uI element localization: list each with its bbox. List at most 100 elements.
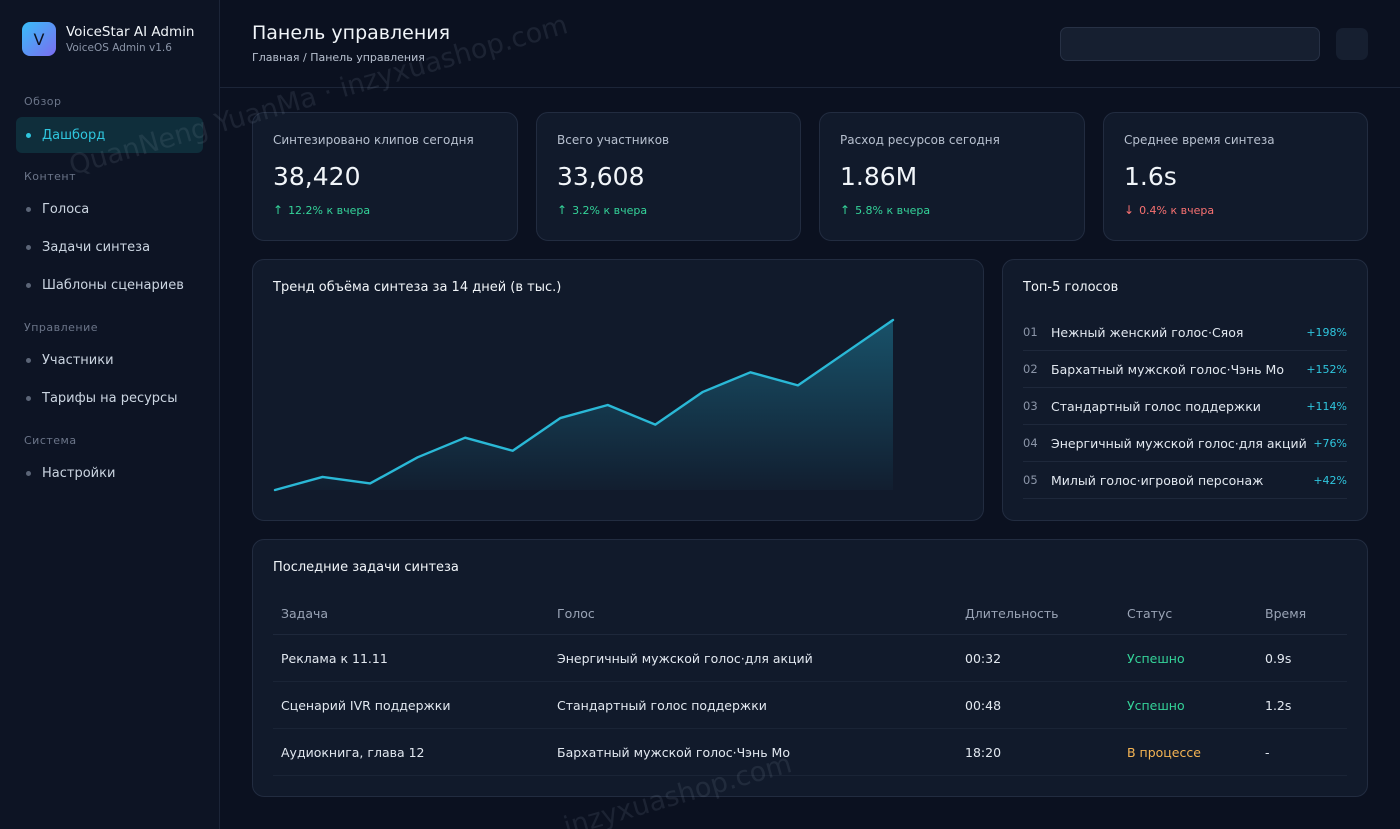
trend-area bbox=[275, 320, 893, 490]
recent-tasks-title: Последние задачи синтеза bbox=[273, 560, 459, 575]
status-badge: Успешно bbox=[1127, 697, 1185, 713]
stat-value: 1.6s bbox=[1124, 162, 1177, 191]
rank: 03 bbox=[1023, 399, 1038, 413]
trend-point-3 bbox=[367, 480, 373, 486]
task-voice: Энергичный мужской голос·для акций bbox=[557, 650, 813, 666]
arrow-up-icon: ↑ bbox=[273, 203, 284, 217]
top-voices-title: Топ-5 голосов bbox=[1023, 280, 1119, 295]
task-duration: 00:48 bbox=[965, 697, 1002, 713]
breadcrumb[interactable]: Главная / Панель управления bbox=[252, 51, 425, 64]
task-time: 1.2s bbox=[1265, 697, 1292, 713]
sidebar-item-synthesis-tasks[interactable]: Задачи синтеза bbox=[16, 229, 203, 265]
trend-point-6 bbox=[510, 448, 516, 454]
trend-point-13 bbox=[842, 350, 848, 356]
growth: +198% bbox=[1306, 325, 1347, 339]
sidebar-item-label: Голоса bbox=[42, 201, 90, 217]
trend-point-11 bbox=[747, 369, 753, 375]
task-time: 0.9s bbox=[1265, 650, 1292, 666]
bullet-icon bbox=[26, 357, 31, 363]
sidebar-item-script-templates[interactable]: Шаблоны сценариев bbox=[16, 267, 203, 303]
stat-change: ↑ 12.2% к вчера bbox=[273, 203, 371, 217]
list-item[interactable]: 01 Нежный женский голос·Сяоя +198% bbox=[1023, 314, 1347, 351]
brand: V VoiceStar AI Admin VoiceOS Admin v1.6 bbox=[22, 22, 194, 56]
sidebar-item-voices[interactable]: Голоса bbox=[16, 191, 203, 227]
task-voice: Стандартный голос поддержки bbox=[557, 697, 767, 713]
trend-point-4 bbox=[415, 454, 421, 460]
header-action-button[interactable] bbox=[1336, 28, 1368, 60]
task-name: Сценарий IVR поддержки bbox=[281, 697, 451, 713]
task-voice: Бархатный мужской голос·Чэнь Мо bbox=[557, 744, 790, 760]
list-item[interactable]: 02 Бархатный мужской голос·Чэнь Мо +152% bbox=[1023, 351, 1347, 388]
stat-change: ↑ 3.2% к вчера bbox=[557, 203, 648, 217]
recent-tasks-card: Последние задачи синтеза Задача Голос Дл… bbox=[252, 539, 1368, 797]
rank: 01 bbox=[1023, 325, 1038, 339]
task-duration: 18:20 bbox=[965, 744, 1002, 760]
trend-chart-card: Тренд объёма синтеза за 14 дней (в тыс.) bbox=[252, 259, 984, 521]
column-header: Статус bbox=[1127, 605, 1173, 621]
table-row[interactable]: Сценарий IVR поддержки Стандартный голос… bbox=[273, 682, 1347, 729]
trend-point-2 bbox=[320, 474, 326, 480]
stat-change: ↓ 0.4% к вчера bbox=[1124, 203, 1215, 217]
growth: +114% bbox=[1306, 399, 1347, 413]
stat-label: Синтезировано клипов сегодня bbox=[273, 133, 474, 147]
task-time: - bbox=[1265, 744, 1270, 760]
table-row[interactable]: Аудиокнига, глава 12 Бархатный мужской г… bbox=[273, 729, 1347, 776]
sidebar-item-dashboard[interactable]: Дашборд bbox=[16, 117, 203, 153]
sidebar-item-label: Участники bbox=[42, 352, 114, 368]
table-row[interactable]: Реклама к 11.11 Энергичный мужской голос… bbox=[273, 635, 1347, 682]
sidebar-item-members[interactable]: Участники bbox=[16, 342, 203, 378]
list-item[interactable]: 04 Энергичный мужской голос·для акций +7… bbox=[1023, 425, 1347, 462]
stat-value: 1.86M bbox=[840, 162, 918, 191]
stat-value: 33,608 bbox=[557, 162, 645, 191]
brand-logo: V bbox=[22, 22, 56, 56]
nav-group-system: Система bbox=[24, 434, 77, 447]
growth: +76% bbox=[1313, 436, 1347, 450]
list-item[interactable]: 05 Милый голос·игровой персонаж +42% bbox=[1023, 462, 1347, 499]
stat-card-total-members: Всего участников 33,608 ↑ 3.2% к вчера bbox=[536, 112, 801, 241]
trend-point-12 bbox=[795, 382, 801, 388]
column-header: Время bbox=[1265, 605, 1307, 621]
stat-label: Среднее время синтеза bbox=[1124, 133, 1275, 147]
bullet-icon bbox=[26, 206, 31, 212]
header-divider bbox=[220, 87, 1400, 88]
task-duration: 00:32 bbox=[965, 650, 1002, 666]
rank: 04 bbox=[1023, 436, 1038, 450]
stat-card-avg-synthesis-time: Среднее время синтеза 1.6s ↓ 0.4% к вчера bbox=[1103, 112, 1368, 241]
trend-point-10 bbox=[700, 389, 706, 395]
growth: +152% bbox=[1306, 362, 1347, 376]
column-header: Задача bbox=[281, 605, 329, 621]
sidebar-item-label: Настройки bbox=[42, 465, 116, 481]
voice-name: Энергичный мужской голос·для акций bbox=[1051, 435, 1307, 451]
column-header: Длительность bbox=[965, 605, 1059, 621]
sidebar-item-label: Шаблоны сценариев bbox=[42, 277, 184, 293]
trend-chart bbox=[272, 318, 895, 493]
search-input[interactable] bbox=[1060, 27, 1320, 61]
trend-point-7 bbox=[557, 415, 563, 421]
task-name: Реклама к 11.11 bbox=[281, 650, 388, 666]
brand-version: VoiceOS Admin v1.6 bbox=[66, 42, 172, 54]
status-badge: Успешно bbox=[1127, 650, 1185, 666]
arrow-up-icon: ↑ bbox=[840, 203, 851, 217]
bullet-icon bbox=[26, 395, 31, 401]
sidebar-item-resource-plans[interactable]: Тарифы на ресурсы bbox=[16, 380, 203, 416]
sidebar: V VoiceStar AI Admin VoiceOS Admin v1.6 … bbox=[0, 0, 220, 829]
column-header: Голос bbox=[557, 605, 595, 621]
trend-point-1 bbox=[272, 487, 278, 493]
growth: +42% bbox=[1313, 473, 1347, 487]
stat-card-clips-today: Синтезировано клипов сегодня 38,420 ↑ 12.… bbox=[252, 112, 518, 241]
stat-change: ↑ 5.8% к вчера bbox=[840, 203, 931, 217]
bullet-icon bbox=[26, 244, 31, 250]
table-header: Задача Голос Длительность Статус Время bbox=[273, 592, 1347, 635]
trend-chart-title: Тренд объёма синтеза за 14 дней (в тыс.) bbox=[273, 280, 562, 295]
stat-value: 38,420 bbox=[273, 162, 361, 191]
list-item[interactable]: 03 Стандартный голос поддержки +114% bbox=[1023, 388, 1347, 425]
rank: 02 bbox=[1023, 362, 1038, 376]
status-badge: В процессе bbox=[1127, 744, 1201, 760]
trend-line bbox=[273, 318, 895, 492]
arrow-down-icon: ↓ bbox=[1124, 203, 1135, 217]
task-name: Аудиокнига, глава 12 bbox=[281, 744, 425, 760]
nav-group-overview: Обзор bbox=[24, 95, 62, 108]
sidebar-item-label: Задачи синтеза bbox=[42, 239, 151, 255]
sidebar-item-settings[interactable]: Настройки bbox=[16, 455, 203, 491]
voice-name: Стандартный голос поддержки bbox=[1051, 398, 1261, 414]
